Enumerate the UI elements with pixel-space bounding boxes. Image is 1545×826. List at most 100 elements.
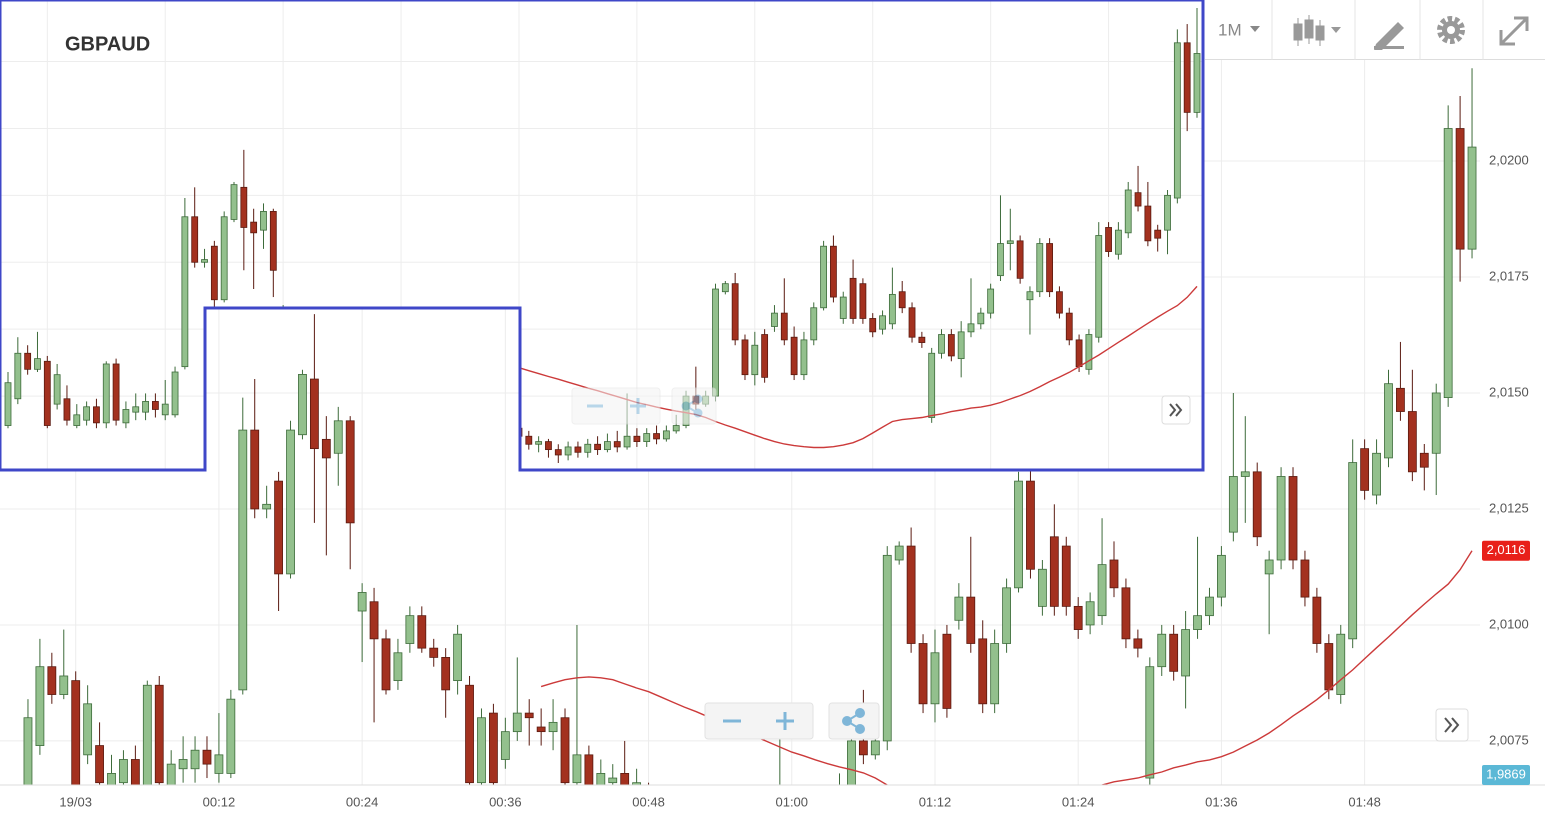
- candle-body: [453, 633, 463, 682]
- candle-body: [369, 601, 379, 640]
- chart-type-button[interactable]: [1293, 15, 1341, 46]
- candle-body: [465, 684, 474, 784]
- candle-body: [240, 186, 248, 228]
- candle-body: [908, 307, 916, 338]
- candle-body: [405, 615, 415, 644]
- candle-body: [1097, 564, 1107, 617]
- candle-body: [653, 433, 660, 440]
- candle-body: [1049, 536, 1059, 607]
- candle-body: [500, 731, 510, 760]
- candle-body: [1336, 633, 1346, 695]
- candle-body: [1134, 192, 1142, 207]
- candle-body: [741, 339, 749, 376]
- candle-body: [214, 754, 224, 774]
- candle-body: [1075, 339, 1083, 368]
- candle-body: [882, 554, 892, 742]
- candle-body: [1407, 411, 1417, 473]
- candle-body: [298, 374, 307, 436]
- scroll-button[interactable]: [1435, 708, 1469, 742]
- candle-body: [942, 633, 952, 709]
- candle-body: [381, 638, 391, 691]
- inset-zoom-controls[interactable]: [571, 387, 717, 425]
- x-tick-label: 01:12: [919, 794, 952, 809]
- candle-body: [345, 420, 355, 524]
- candle-body: [63, 398, 71, 421]
- candle-body: [1348, 462, 1358, 640]
- candle-body: [441, 657, 451, 691]
- candle-body: [226, 698, 236, 774]
- x-tick-label: 01:36: [1205, 794, 1238, 809]
- chevrons: [1444, 717, 1460, 733]
- candle-body: [966, 596, 976, 644]
- candle-body: [1288, 476, 1298, 561]
- candle-body: [536, 726, 546, 733]
- candle-body: [918, 643, 928, 705]
- candle-body: [201, 259, 208, 263]
- timeframe-button[interactable]: 1M: [1218, 20, 1242, 39]
- candle-body: [122, 409, 130, 424]
- candle-body: [525, 435, 533, 445]
- candle-body: [869, 318, 877, 333]
- candle-body: [1455, 128, 1465, 250]
- candle-body: [321, 438, 331, 459]
- candle-body: [947, 334, 955, 357]
- candle-body: [1121, 587, 1131, 640]
- candle-body: [1014, 480, 1023, 589]
- candle-body: [608, 777, 618, 784]
- candle-body: [1228, 476, 1238, 533]
- fullscreen-button[interactable]: [1499, 16, 1529, 46]
- candle-body: [548, 721, 558, 733]
- candle-body: [938, 334, 945, 354]
- x-tick-label: 01:00: [775, 794, 808, 809]
- candle-body: [1002, 587, 1011, 644]
- candle-body: [1144, 205, 1152, 242]
- candle-body: [429, 647, 439, 658]
- candle-body: [888, 293, 896, 325]
- inset-scroll-button[interactable]: [1161, 395, 1191, 425]
- candle-body: [1324, 643, 1334, 691]
- candle-body: [554, 449, 562, 456]
- candle-body: [1046, 243, 1054, 293]
- candle-body: [1431, 392, 1441, 454]
- settings-button[interactable]: [1437, 16, 1465, 44]
- candle-body: [721, 283, 729, 293]
- candle-body: [849, 277, 857, 319]
- candle-body: [572, 754, 582, 784]
- candle-body: [620, 773, 630, 785]
- drawing-tools-button[interactable]: [1374, 22, 1404, 50]
- candle-body: [477, 717, 486, 784]
- candle-body: [594, 443, 601, 451]
- candle-body: [171, 371, 179, 416]
- candle-body: [930, 652, 940, 705]
- candle-body: [83, 406, 91, 421]
- candle-body: [918, 336, 926, 343]
- candle-body: [1016, 240, 1024, 279]
- candle-body: [262, 503, 272, 510]
- dropdown-arrow[interactable]: [1250, 26, 1260, 32]
- candle-body: [4, 382, 12, 426]
- candle-body: [1109, 559, 1119, 589]
- candle-body: [142, 401, 149, 413]
- candle-body: [83, 703, 93, 756]
- candle-body: [43, 360, 51, 426]
- candle-body: [574, 446, 582, 453]
- candle-body: [672, 425, 680, 432]
- share-button[interactable]: [671, 387, 717, 425]
- candle-body: [151, 401, 159, 410]
- candle-body: [1276, 476, 1286, 561]
- candle-body: [161, 403, 169, 416]
- candle-body: [53, 374, 61, 405]
- candle-body: [130, 759, 140, 785]
- candle-body: [613, 441, 621, 448]
- candle-body: [1061, 545, 1071, 607]
- share-button[interactable]: [828, 702, 880, 740]
- candle-body: [220, 216, 228, 301]
- candle-body: [210, 245, 218, 301]
- candle-body: [1105, 227, 1112, 252]
- x-tick-label: 01:24: [1062, 794, 1095, 809]
- zoom-controls[interactable]: [704, 702, 880, 740]
- axes: 2,0075 2,0100 2,0125 2,0150 2,0175 2,0200 19/0…: [59, 152, 1530, 809]
- candle-body: [1085, 334, 1093, 370]
